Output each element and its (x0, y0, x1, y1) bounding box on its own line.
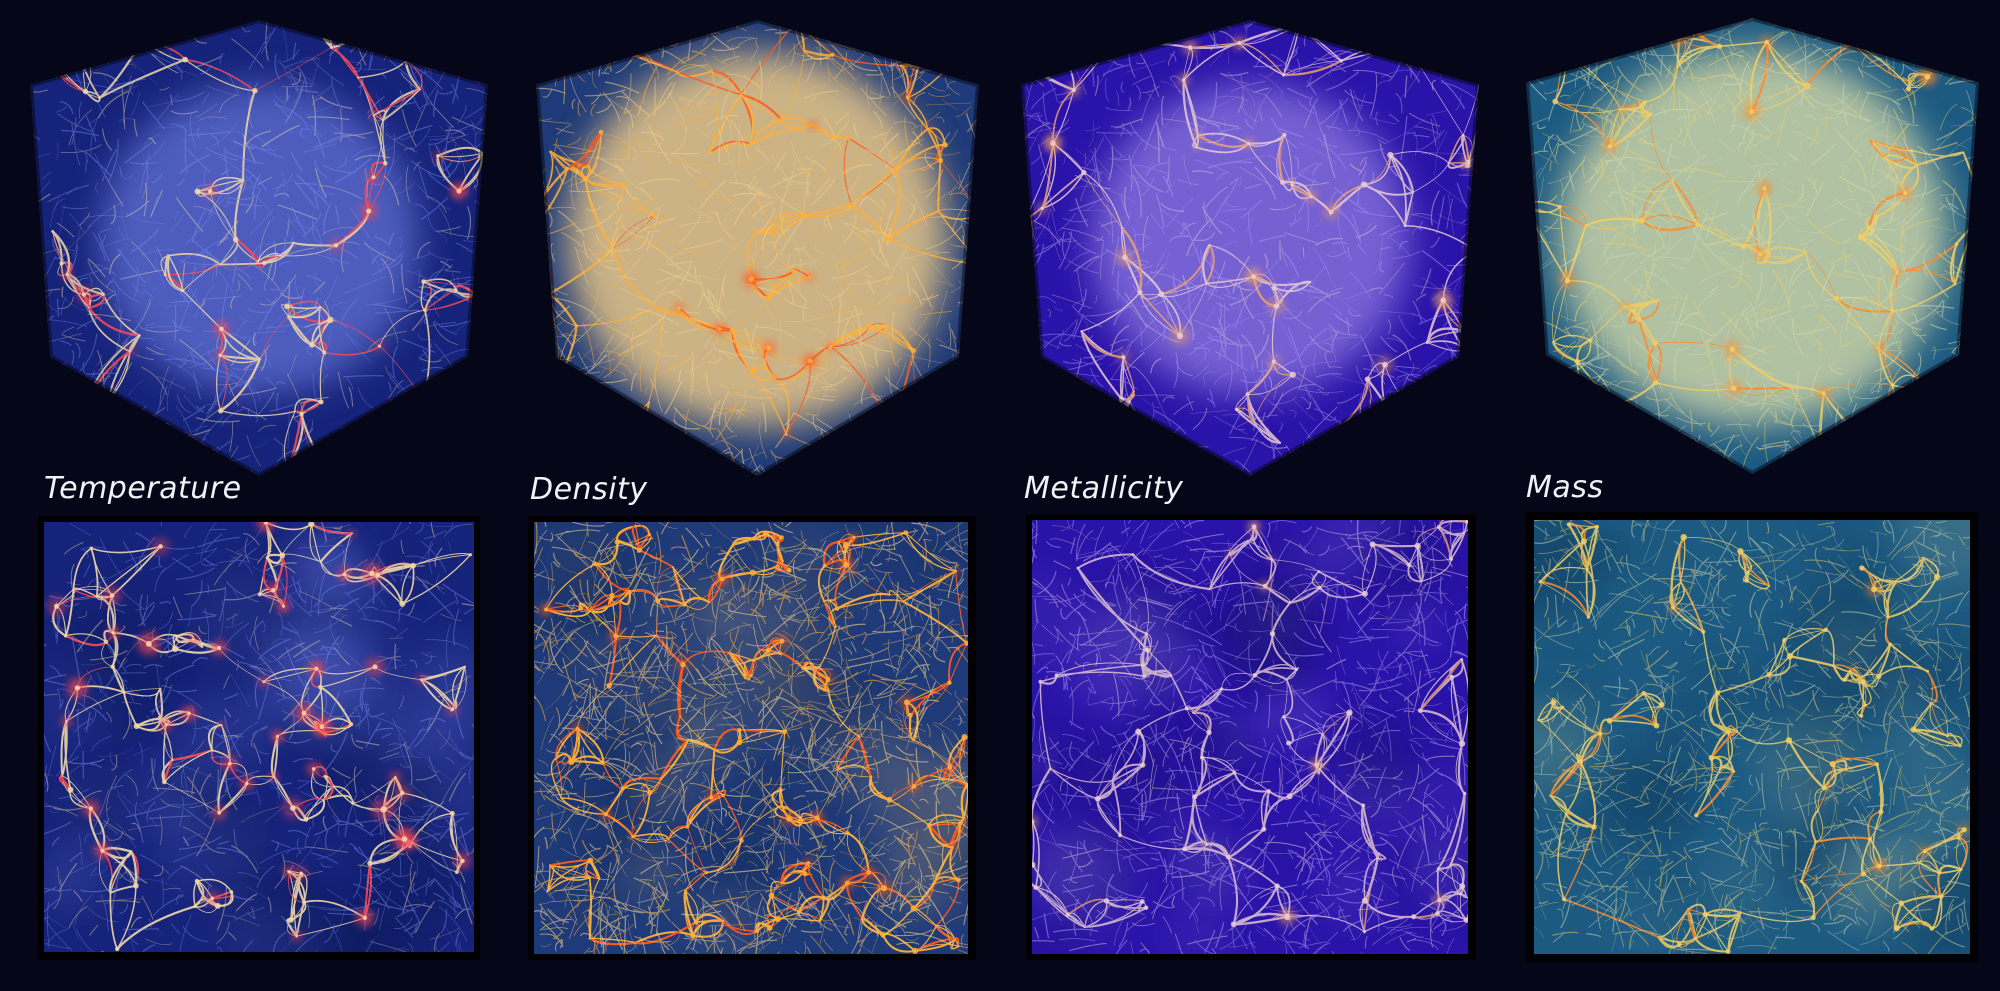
density-cube-render (536, 20, 979, 476)
temperature-cube-render (30, 20, 488, 476)
metallicity-slice-render (1032, 520, 1468, 954)
mass-cube-render (1526, 18, 1979, 474)
density-slice-render (534, 522, 968, 954)
metallicity-cube-render (1021, 20, 1479, 476)
temperature-label: Temperature (44, 471, 242, 506)
mass-label: Mass (1526, 470, 1604, 505)
mass-slice-render (1534, 520, 1970, 954)
metallicity-label: Metallicity (1024, 471, 1184, 506)
temperature-slice-render (44, 522, 474, 952)
density-label: Density (530, 472, 648, 507)
